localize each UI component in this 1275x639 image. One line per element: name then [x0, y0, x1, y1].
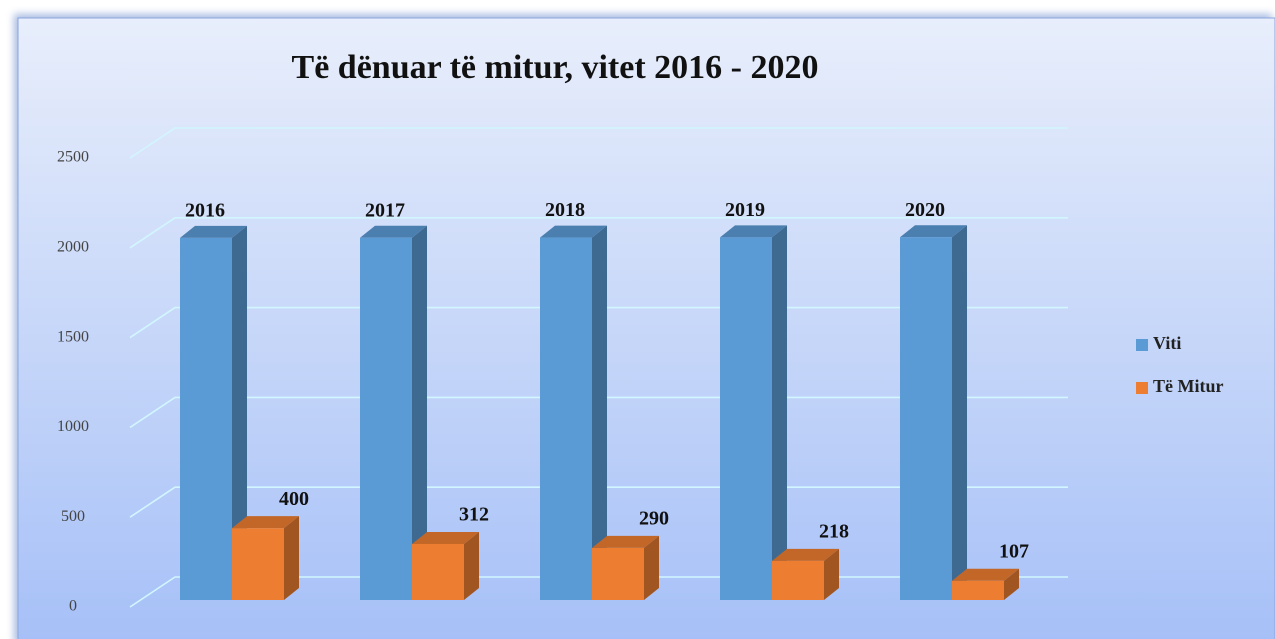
- bar: [360, 237, 412, 600]
- data-label: 290: [639, 508, 669, 530]
- bar-top: [412, 531, 479, 544]
- bar-side: [644, 535, 659, 600]
- bar: [412, 543, 464, 600]
- bar-top: [720, 225, 787, 238]
- bar-side: [952, 225, 967, 600]
- y-tick-label: 1000: [57, 418, 89, 435]
- data-label: 107: [999, 540, 1029, 562]
- bar: [772, 560, 824, 600]
- bar-side: [284, 516, 299, 600]
- data-label: 312: [459, 504, 489, 526]
- y-tick-label: 2000: [57, 238, 89, 255]
- bar: [540, 237, 592, 600]
- data-label: 400: [279, 488, 309, 510]
- grid-line: [129, 127, 1068, 159]
- data-label: 2016: [185, 200, 225, 222]
- bar-top: [180, 225, 247, 238]
- data-label: 2018: [545, 199, 585, 221]
- bar-top: [592, 535, 659, 548]
- y-tick-label: 1500: [57, 328, 89, 345]
- bar: [900, 237, 952, 600]
- chart-title: Të dënuar të mitur, vitet 2016 - 2020: [292, 49, 819, 86]
- bar-side: [772, 225, 787, 600]
- legend-label: Të Mitur: [1153, 376, 1223, 396]
- legend-swatch: [1136, 382, 1148, 394]
- legend-label: Viti: [1153, 333, 1181, 353]
- bar: [952, 580, 1004, 600]
- bar-top: [232, 516, 299, 529]
- bar-top: [540, 225, 607, 238]
- y-tick-label: 500: [61, 508, 85, 525]
- bar-side: [464, 531, 479, 600]
- grid-line: [129, 217, 1068, 249]
- bar-side: [412, 225, 427, 600]
- data-label: 2019: [725, 199, 765, 221]
- bar: [720, 237, 772, 600]
- bar-side: [824, 548, 839, 600]
- y-tick-label: 0: [69, 598, 77, 615]
- data-label: 2020: [905, 199, 945, 221]
- data-label: 218: [819, 520, 849, 542]
- bar-side: [1004, 568, 1019, 600]
- bar: [232, 528, 284, 600]
- bar-side: [592, 225, 607, 600]
- bar-top: [360, 225, 427, 238]
- bar-top: [900, 225, 967, 238]
- y-tick-label: 2500: [57, 149, 89, 166]
- bar-side: [232, 225, 247, 601]
- legend-swatch: [1136, 339, 1148, 351]
- data-label: 2017: [365, 199, 405, 221]
- bar-top: [952, 568, 1019, 581]
- bar: [592, 547, 644, 600]
- bar-top: [772, 548, 839, 561]
- bar: [180, 237, 232, 601]
